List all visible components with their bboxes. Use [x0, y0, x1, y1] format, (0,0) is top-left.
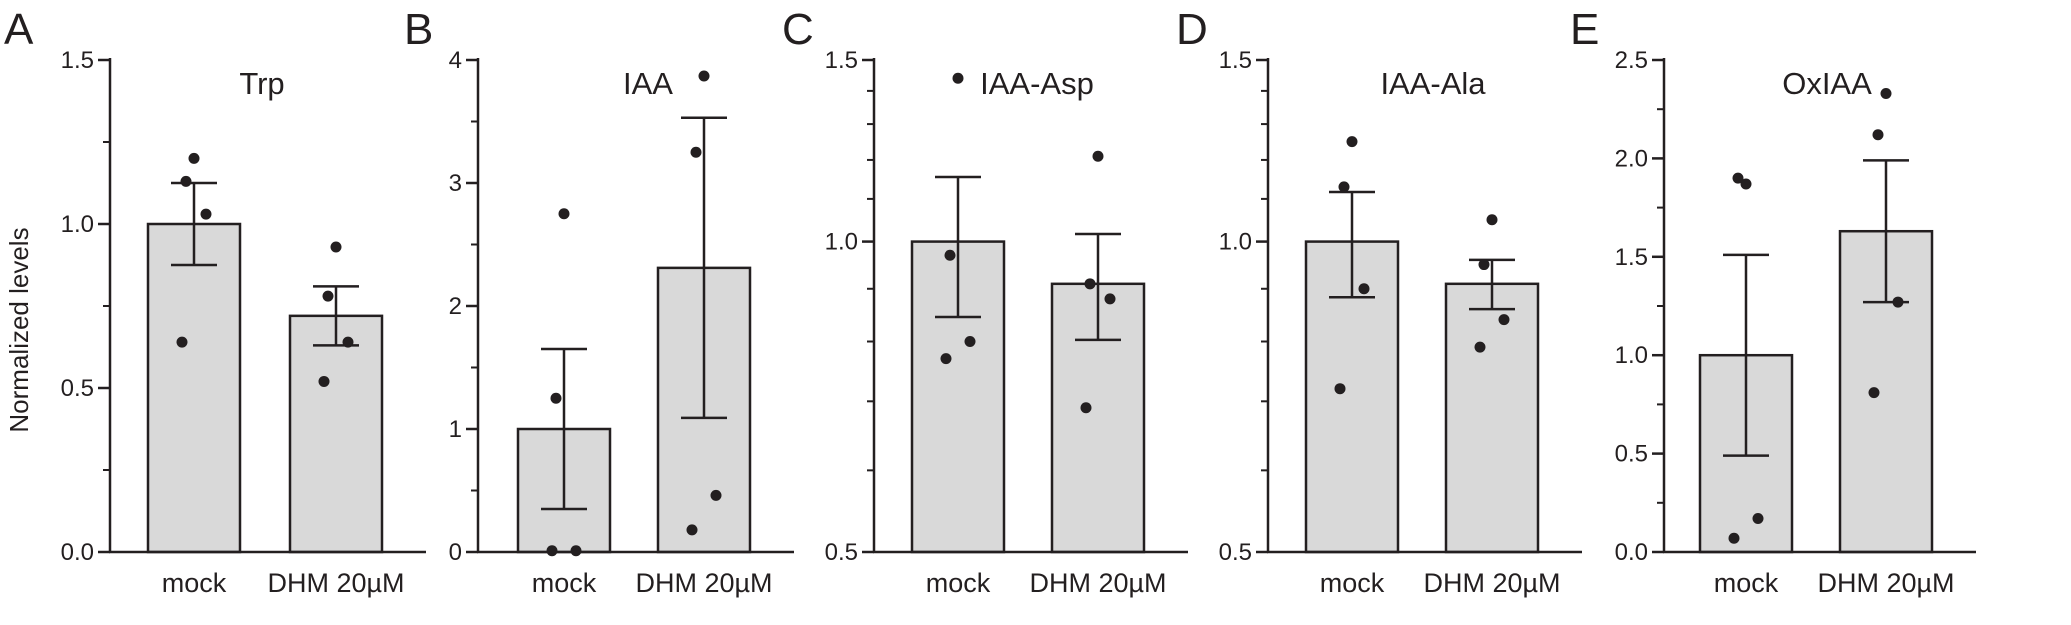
data-point [1084, 278, 1096, 290]
data-point [686, 524, 698, 536]
y-tick-label: 1.0 [1219, 229, 1252, 256]
y-axis-title: Normalized levels [4, 227, 34, 432]
data-point [1334, 383, 1346, 395]
data-point [558, 208, 570, 220]
data-point [698, 70, 710, 82]
panel-letter: C [782, 5, 814, 54]
category-label: DHM 20µM [1029, 568, 1166, 598]
data-point [1868, 387, 1880, 399]
y-tick-label: 1.5 [825, 47, 858, 74]
y-tick-label: 0 [449, 539, 462, 566]
panel-title: IAA-Ala [1380, 66, 1486, 101]
category-label: mock [1714, 568, 1779, 598]
data-point [944, 249, 956, 261]
panels-group: A Trp mock DHM 20µM 0.0 0.5 1.0 1.5 B IAA mock DHM … [4, 5, 1976, 598]
y-tick-label: 0.0 [61, 539, 94, 566]
category-label: mock [1320, 568, 1385, 598]
data-point [964, 336, 976, 348]
y-tick-label: 2.0 [1615, 145, 1648, 172]
data-point [1104, 293, 1116, 305]
y-tick-label: 0.5 [825, 539, 858, 566]
data-point [188, 152, 200, 164]
data-point [1732, 172, 1744, 184]
data-point [1752, 513, 1764, 525]
panel-letter: D [1176, 5, 1208, 54]
panel-c: C IAA-Asp mock DHM 20µM 0.5 1.0 1.5 [782, 5, 1188, 598]
bar [288, 314, 384, 554]
category-label: DHM 20µM [635, 568, 772, 598]
data-point [1872, 129, 1884, 141]
data-point [322, 290, 334, 302]
panel-a: A Trp mock DHM 20µM 0.0 0.5 1.0 1.5 [4, 5, 426, 598]
data-point [1346, 136, 1358, 148]
data-point [1498, 314, 1510, 326]
data-point [1358, 283, 1370, 295]
category-label: mock [532, 568, 597, 598]
panel-letter: B [404, 5, 433, 54]
panel-letter: E [1570, 5, 1599, 54]
y-tick-label: 1.0 [61, 211, 94, 238]
category-label: DHM 20µM [1817, 568, 1954, 598]
data-point [1486, 214, 1498, 226]
bar [1444, 282, 1540, 554]
y-tick-label: 3 [449, 170, 462, 197]
y-tick-label: 1.5 [61, 47, 94, 74]
data-point [1080, 402, 1092, 414]
category-label: DHM 20µM [1423, 568, 1560, 598]
data-point [1474, 341, 1486, 353]
data-point [342, 336, 354, 348]
data-point [176, 336, 188, 348]
y-tick-label: 0.0 [1615, 539, 1648, 566]
panel-b: B IAA mock DHM 20µM 0 1 2 3 4 [404, 5, 794, 598]
data-point [180, 175, 192, 187]
data-point [1892, 296, 1904, 308]
data-point [318, 375, 330, 387]
data-point [940, 353, 952, 365]
data-point [952, 72, 964, 84]
panel-letter: A [4, 5, 34, 54]
y-tick-label: 0.5 [61, 375, 94, 402]
y-tick-label: 0.5 [1219, 539, 1252, 566]
data-point [1728, 532, 1740, 544]
y-tick-label: 1.0 [825, 229, 858, 256]
category-label: DHM 20µM [267, 568, 404, 598]
panel-title: IAA-Asp [980, 66, 1094, 101]
category-label: mock [162, 568, 227, 598]
data-point [330, 241, 342, 253]
y-tick-label: 2 [449, 293, 462, 320]
y-tick-label: 1.5 [1615, 244, 1648, 271]
y-tick-label: 1.0 [1615, 342, 1648, 369]
y-tick-label: 0.5 [1615, 441, 1648, 468]
panel-title: IAA [623, 66, 673, 101]
panel-e: E OxIAA mock DHM 20µM 0.0 0.5 1.0 1.5 2.0 2.5 [1570, 5, 1976, 598]
y-tick-label: 1.5 [1219, 47, 1252, 74]
bar [146, 222, 242, 554]
y-tick-label: 4 [449, 47, 462, 74]
panel-title: OxIAA [1782, 66, 1872, 101]
category-label: mock [926, 568, 991, 598]
y-tick-label: 1 [449, 416, 462, 443]
panel-title: Trp [239, 66, 284, 101]
data-point [1478, 259, 1490, 271]
data-point [200, 208, 212, 220]
y-tick-label: 2.5 [1615, 47, 1648, 74]
data-point [1880, 87, 1892, 99]
data-point [1092, 150, 1104, 162]
data-point [1740, 178, 1752, 190]
data-point [710, 489, 722, 501]
panel-d: D IAA-Ala mock DHM 20µM 0.5 1.0 1.5 [1176, 5, 1582, 598]
data-point [690, 146, 702, 158]
data-point [550, 392, 562, 404]
data-point [1338, 181, 1350, 193]
